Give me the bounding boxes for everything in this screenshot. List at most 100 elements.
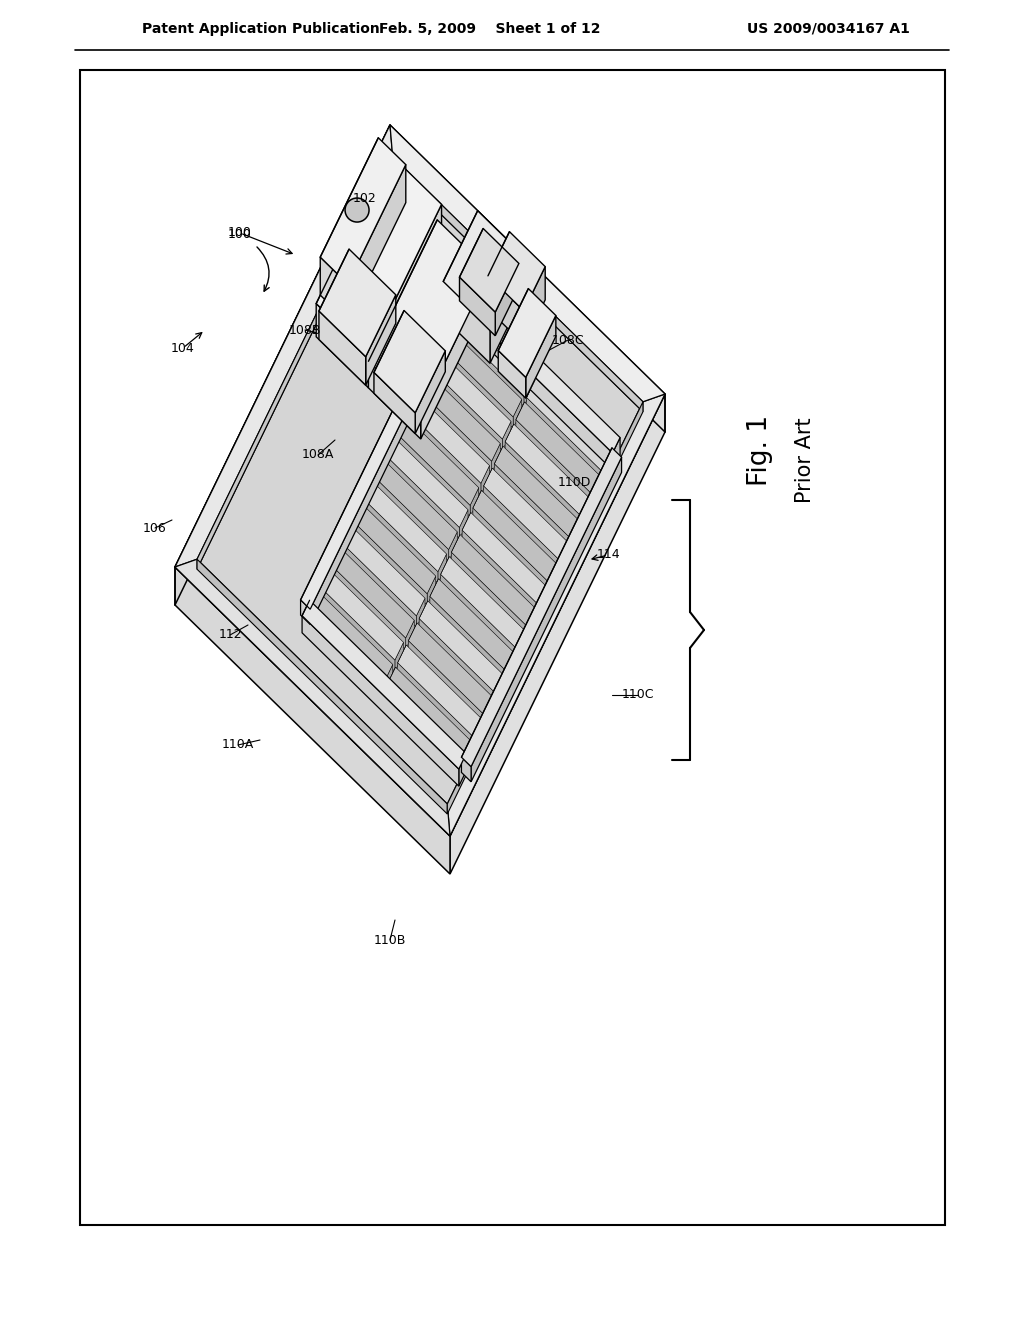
Polygon shape xyxy=(456,284,621,453)
Polygon shape xyxy=(175,125,392,568)
Polygon shape xyxy=(460,277,496,335)
Polygon shape xyxy=(310,300,461,624)
Polygon shape xyxy=(483,486,559,572)
Text: US 2009/0034167 A1: US 2009/0034167 A1 xyxy=(748,22,910,36)
Polygon shape xyxy=(197,560,447,814)
Text: 100: 100 xyxy=(228,227,252,239)
Polygon shape xyxy=(462,758,471,781)
Polygon shape xyxy=(316,153,441,355)
Polygon shape xyxy=(175,568,450,874)
Polygon shape xyxy=(473,490,557,582)
Polygon shape xyxy=(390,125,665,401)
Polygon shape xyxy=(319,586,395,672)
Polygon shape xyxy=(460,228,519,312)
Polygon shape xyxy=(437,343,513,428)
Polygon shape xyxy=(484,697,493,726)
Polygon shape xyxy=(351,520,427,605)
Polygon shape xyxy=(440,557,525,648)
Polygon shape xyxy=(409,640,484,726)
Polygon shape xyxy=(351,502,436,594)
Polygon shape xyxy=(394,432,470,516)
Polygon shape xyxy=(369,220,489,412)
Polygon shape xyxy=(175,560,450,836)
Polygon shape xyxy=(330,564,406,649)
Polygon shape xyxy=(499,289,556,378)
Polygon shape xyxy=(581,498,590,527)
Polygon shape xyxy=(373,475,449,561)
Polygon shape xyxy=(397,663,473,748)
Polygon shape xyxy=(449,321,524,407)
Polygon shape xyxy=(612,437,621,470)
Polygon shape xyxy=(318,249,396,356)
Polygon shape xyxy=(559,543,568,572)
Polygon shape xyxy=(462,447,622,767)
Polygon shape xyxy=(440,574,516,660)
Polygon shape xyxy=(602,454,611,483)
Polygon shape xyxy=(308,609,384,693)
Text: 108C: 108C xyxy=(552,334,585,346)
Polygon shape xyxy=(460,510,468,539)
Polygon shape xyxy=(369,362,421,440)
Polygon shape xyxy=(419,619,495,704)
Polygon shape xyxy=(503,421,511,450)
Polygon shape xyxy=(570,520,579,549)
Polygon shape xyxy=(447,393,665,836)
Polygon shape xyxy=(427,366,503,450)
Polygon shape xyxy=(394,413,479,506)
Polygon shape xyxy=(452,552,527,638)
Polygon shape xyxy=(384,664,393,693)
Polygon shape xyxy=(516,631,525,660)
Polygon shape xyxy=(302,615,459,787)
Polygon shape xyxy=(348,165,406,322)
Text: Prior Art: Prior Art xyxy=(795,417,815,503)
Polygon shape xyxy=(538,586,547,615)
Polygon shape xyxy=(197,168,643,814)
Polygon shape xyxy=(506,652,514,682)
Polygon shape xyxy=(406,620,415,649)
Polygon shape xyxy=(316,304,369,388)
Polygon shape xyxy=(417,598,425,627)
Polygon shape xyxy=(526,397,602,483)
Polygon shape xyxy=(516,420,592,506)
Polygon shape xyxy=(369,205,441,388)
Polygon shape xyxy=(319,569,403,660)
Polygon shape xyxy=(397,645,482,737)
Polygon shape xyxy=(384,454,460,539)
Polygon shape xyxy=(373,458,458,549)
Polygon shape xyxy=(499,350,525,399)
Polygon shape xyxy=(406,409,481,495)
Polygon shape xyxy=(471,457,622,781)
Polygon shape xyxy=(438,554,446,583)
Polygon shape xyxy=(416,370,501,461)
Polygon shape xyxy=(362,480,446,572)
Polygon shape xyxy=(450,393,665,874)
Polygon shape xyxy=(449,304,532,395)
Text: 108B: 108B xyxy=(289,323,322,337)
Polygon shape xyxy=(409,623,493,714)
Polygon shape xyxy=(308,590,393,682)
Polygon shape xyxy=(525,315,556,399)
Polygon shape xyxy=(387,685,463,770)
Text: 114: 114 xyxy=(596,549,620,561)
Text: Feb. 5, 2009    Sheet 1 of 12: Feb. 5, 2009 Sheet 1 of 12 xyxy=(379,22,601,36)
Polygon shape xyxy=(427,347,511,440)
Polygon shape xyxy=(301,599,310,624)
Polygon shape xyxy=(447,401,643,814)
Polygon shape xyxy=(443,211,524,327)
Polygon shape xyxy=(341,524,425,616)
Text: Fig. 1: Fig. 1 xyxy=(746,414,773,486)
Polygon shape xyxy=(549,565,557,594)
Polygon shape xyxy=(495,446,579,537)
Polygon shape xyxy=(526,380,611,471)
Polygon shape xyxy=(495,675,504,704)
Text: 110A: 110A xyxy=(222,738,254,751)
Text: 106: 106 xyxy=(143,521,167,535)
Polygon shape xyxy=(321,257,348,322)
Polygon shape xyxy=(301,290,461,610)
Polygon shape xyxy=(496,264,519,335)
Polygon shape xyxy=(374,310,445,413)
Polygon shape xyxy=(473,508,549,594)
Polygon shape xyxy=(516,401,600,494)
Polygon shape xyxy=(483,469,568,560)
Polygon shape xyxy=(456,300,612,470)
